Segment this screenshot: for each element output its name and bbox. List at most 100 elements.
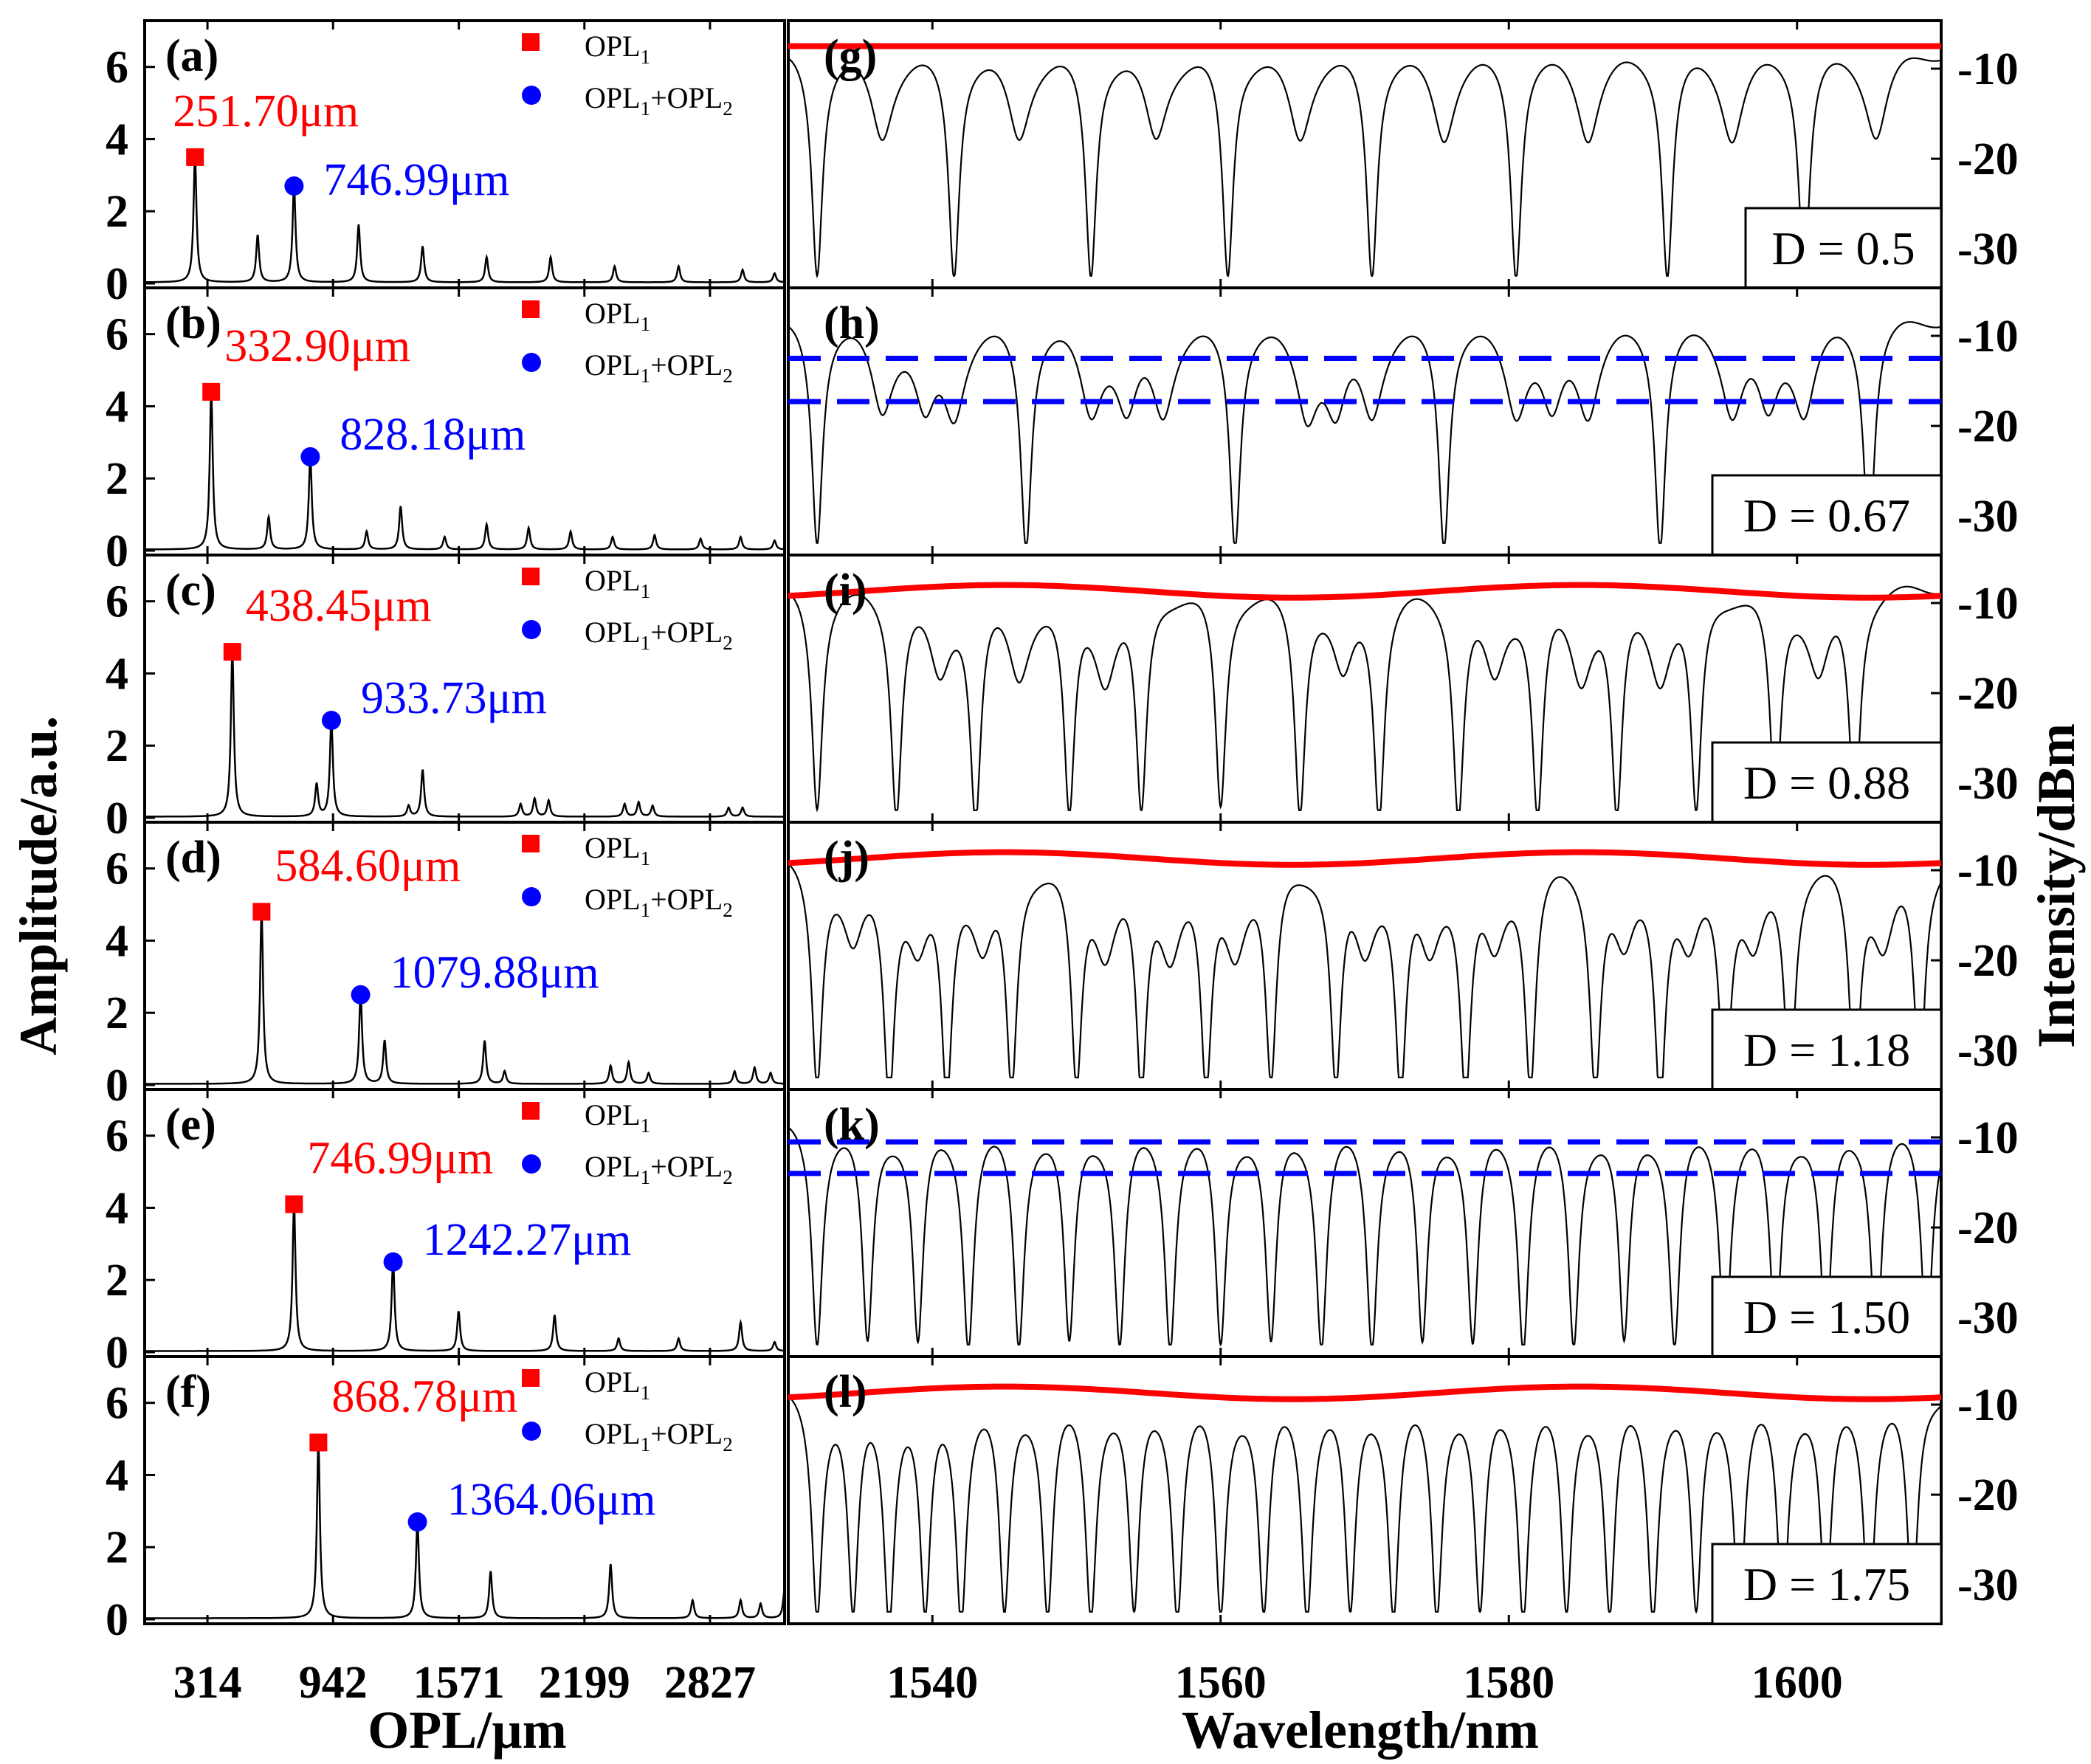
- opl12-value-label: 746.99μm: [323, 155, 509, 205]
- spectrum-panel-k: -10 -20 -30 (k) D = 1.50: [787, 1088, 2019, 1358]
- upper-envelope: [788, 1383, 1942, 1402]
- y-tick-label: 0: [106, 1328, 128, 1378]
- y-tick-label: -20: [1957, 134, 2019, 185]
- left-x-axis-title: OPL/µm: [368, 1701, 566, 1760]
- fft-trace: [145, 391, 785, 551]
- opl1-value-label: 332.90μm: [224, 321, 410, 371]
- spectrum-panel-i: -10 -20 -30 (i) D = 0.88: [787, 554, 2019, 824]
- left-y-axis-title: Amplitude/a.u.: [9, 716, 68, 1055]
- opl-x-tick-label: 2199: [539, 1658, 630, 1708]
- right-x-axis-title: Wavelength/nm: [1182, 1701, 1539, 1760]
- fft-panel-a: 0 2 4 6 251.70μm 746.99μm (a) OPL1 OPL1+OPL2: [106, 19, 786, 309]
- fft-trace: [145, 911, 785, 1085]
- y-tick-label: 6: [106, 310, 128, 360]
- opl1-value-label: 868.78μm: [331, 1371, 517, 1422]
- bottom-tick-labels: 314 942 1571 2199 2827 1540 1560 1580 1600: [173, 1658, 1843, 1708]
- fft-panel-d: 0 2 4 6 584.60μm 1079.88μm (d) OPL1 OPL1+OPL2: [106, 821, 786, 1111]
- d-value-box: [1711, 474, 1943, 557]
- wavelength-x-tick-label: 1560: [1175, 1658, 1267, 1708]
- spectrum-trace: [788, 321, 1942, 544]
- y-tick-label: 0: [106, 793, 128, 844]
- opl12-marker: [321, 711, 341, 730]
- spectrum-panels-group: -10-20-30(g)D = 0.5-10-20-30(h)D = 0.67-…: [787, 19, 2019, 1625]
- y-tick-label: -10: [1957, 311, 2019, 362]
- panel-tag: (g): [824, 31, 877, 81]
- legend-square-marker: [522, 33, 540, 51]
- y-tick-label: -30: [1957, 759, 2019, 809]
- wavelength-x-tick-label: 1540: [886, 1658, 978, 1708]
- y-tick-label: 4: [106, 382, 128, 432]
- fft-trace: [145, 1442, 786, 1619]
- opl12-marker: [300, 447, 320, 466]
- opl-x-tick-label: 942: [299, 1658, 368, 1708]
- y-tick-label: -20: [1957, 1203, 2019, 1253]
- opl1-value-label: 438.45μm: [246, 581, 432, 631]
- y-tick-label: -30: [1957, 224, 2019, 275]
- y-tick-label: 4: [106, 114, 128, 165]
- opl12-value-label: 1364.06μm: [447, 1475, 656, 1525]
- legend-square-marker: [522, 568, 540, 585]
- d-value-box: [1711, 1008, 1943, 1091]
- opl1-value-label: 251.70μm: [173, 86, 359, 137]
- y-tick-label: 4: [106, 916, 128, 966]
- legend-opl1-text: OPL1: [585, 1365, 650, 1404]
- spectrum-panel-l: -10 -20 -30 (l) D = 1.75: [787, 1355, 2019, 1625]
- opl12-marker: [383, 1252, 403, 1272]
- y-tick-label: -20: [1957, 402, 2019, 452]
- d-value-label: D = 1.18: [1743, 1024, 1910, 1076]
- legend-opl12-text: OPL1+OPL2: [585, 348, 733, 387]
- y-tick-label: -30: [1957, 1026, 2019, 1076]
- legend-opl1-text: OPL1: [585, 564, 650, 602]
- spectrum-trace: [788, 1126, 1943, 1347]
- legend-square-marker: [522, 1102, 540, 1120]
- panel-tag: (a): [165, 31, 218, 81]
- y-tick-label: 6: [106, 577, 128, 627]
- opl12-value-label: 828.18μm: [340, 410, 526, 460]
- spectrum-panel-j: -10 -20 -30 (j) D = 1.18: [787, 821, 2019, 1091]
- d-value-label: D = 0.88: [1743, 757, 1910, 809]
- y-tick-label: -30: [1957, 1560, 2019, 1610]
- y-tick-label: 2: [106, 1255, 128, 1306]
- panel-tag: (l): [824, 1367, 867, 1417]
- legend-circle-marker: [522, 353, 541, 372]
- y-tick-label: -20: [1957, 1470, 2019, 1520]
- y-tick-label: -10: [1957, 1380, 2019, 1430]
- opl-x-tick-label: 1571: [413, 1658, 505, 1708]
- opl1-marker: [309, 1433, 328, 1452]
- y-tick-label: 0: [106, 259, 128, 309]
- spectrum-panel-frame: [787, 1355, 1943, 1625]
- fft-panel-c: 0 2 4 6 438.45μm 933.73μm (c) OPL1 OPL1+OPL2: [106, 554, 786, 844]
- y-tick-label: 2: [106, 988, 128, 1038]
- y-tick-label: 0: [106, 1595, 128, 1645]
- y-tick-label: -10: [1957, 1113, 2019, 1163]
- fft-panel-frame: [143, 1355, 786, 1625]
- right-y-axis-title: Intensity/dBm: [2027, 723, 2086, 1048]
- legend-opl12-text: OPL1+OPL2: [585, 616, 733, 654]
- legend-opl12-text: OPL1+OPL2: [585, 883, 733, 921]
- opl-x-tick-label: 2827: [664, 1658, 756, 1708]
- panel-tag: (h): [824, 298, 880, 348]
- fft-panel-e: 0 2 4 6 746.99μm 1242.27μm (e) OPL1 OPL1+OPL2: [106, 1088, 786, 1378]
- y-tick-label: -10: [1957, 579, 2019, 629]
- spectrum-trace: [788, 1395, 1942, 1614]
- y-tick-label: -30: [1957, 1293, 2019, 1343]
- y-tick-label: 2: [106, 1523, 128, 1573]
- d-value-label: D = 0.5: [1771, 222, 1915, 275]
- legend-opl12-text: OPL1+OPL2: [585, 1150, 733, 1188]
- opl1-value-label: 584.60μm: [275, 841, 461, 891]
- legend-square-marker: [522, 1369, 540, 1387]
- d-value-box: [1711, 1275, 1943, 1358]
- panel-tag: (e): [165, 1100, 216, 1150]
- legend-opl12-text: OPL1+OPL2: [585, 1417, 733, 1455]
- opl12-value-label: 1242.27μm: [423, 1215, 632, 1265]
- fft-panel-b: 0 2 4 6 332.90μm 828.18μm (b) OPL1 OPL1+OPL2: [106, 286, 786, 576]
- panel-tag: (i): [824, 565, 867, 616]
- legend-circle-marker: [522, 86, 541, 105]
- spectrum-trace: [788, 57, 1942, 279]
- d-value-label: D = 0.67: [1743, 489, 1910, 542]
- y-tick-label: 6: [106, 1112, 128, 1162]
- d-value-label: D = 1.75: [1743, 1558, 1910, 1610]
- y-tick-label: -30: [1957, 492, 2019, 542]
- spectrum-trace: [788, 585, 1942, 813]
